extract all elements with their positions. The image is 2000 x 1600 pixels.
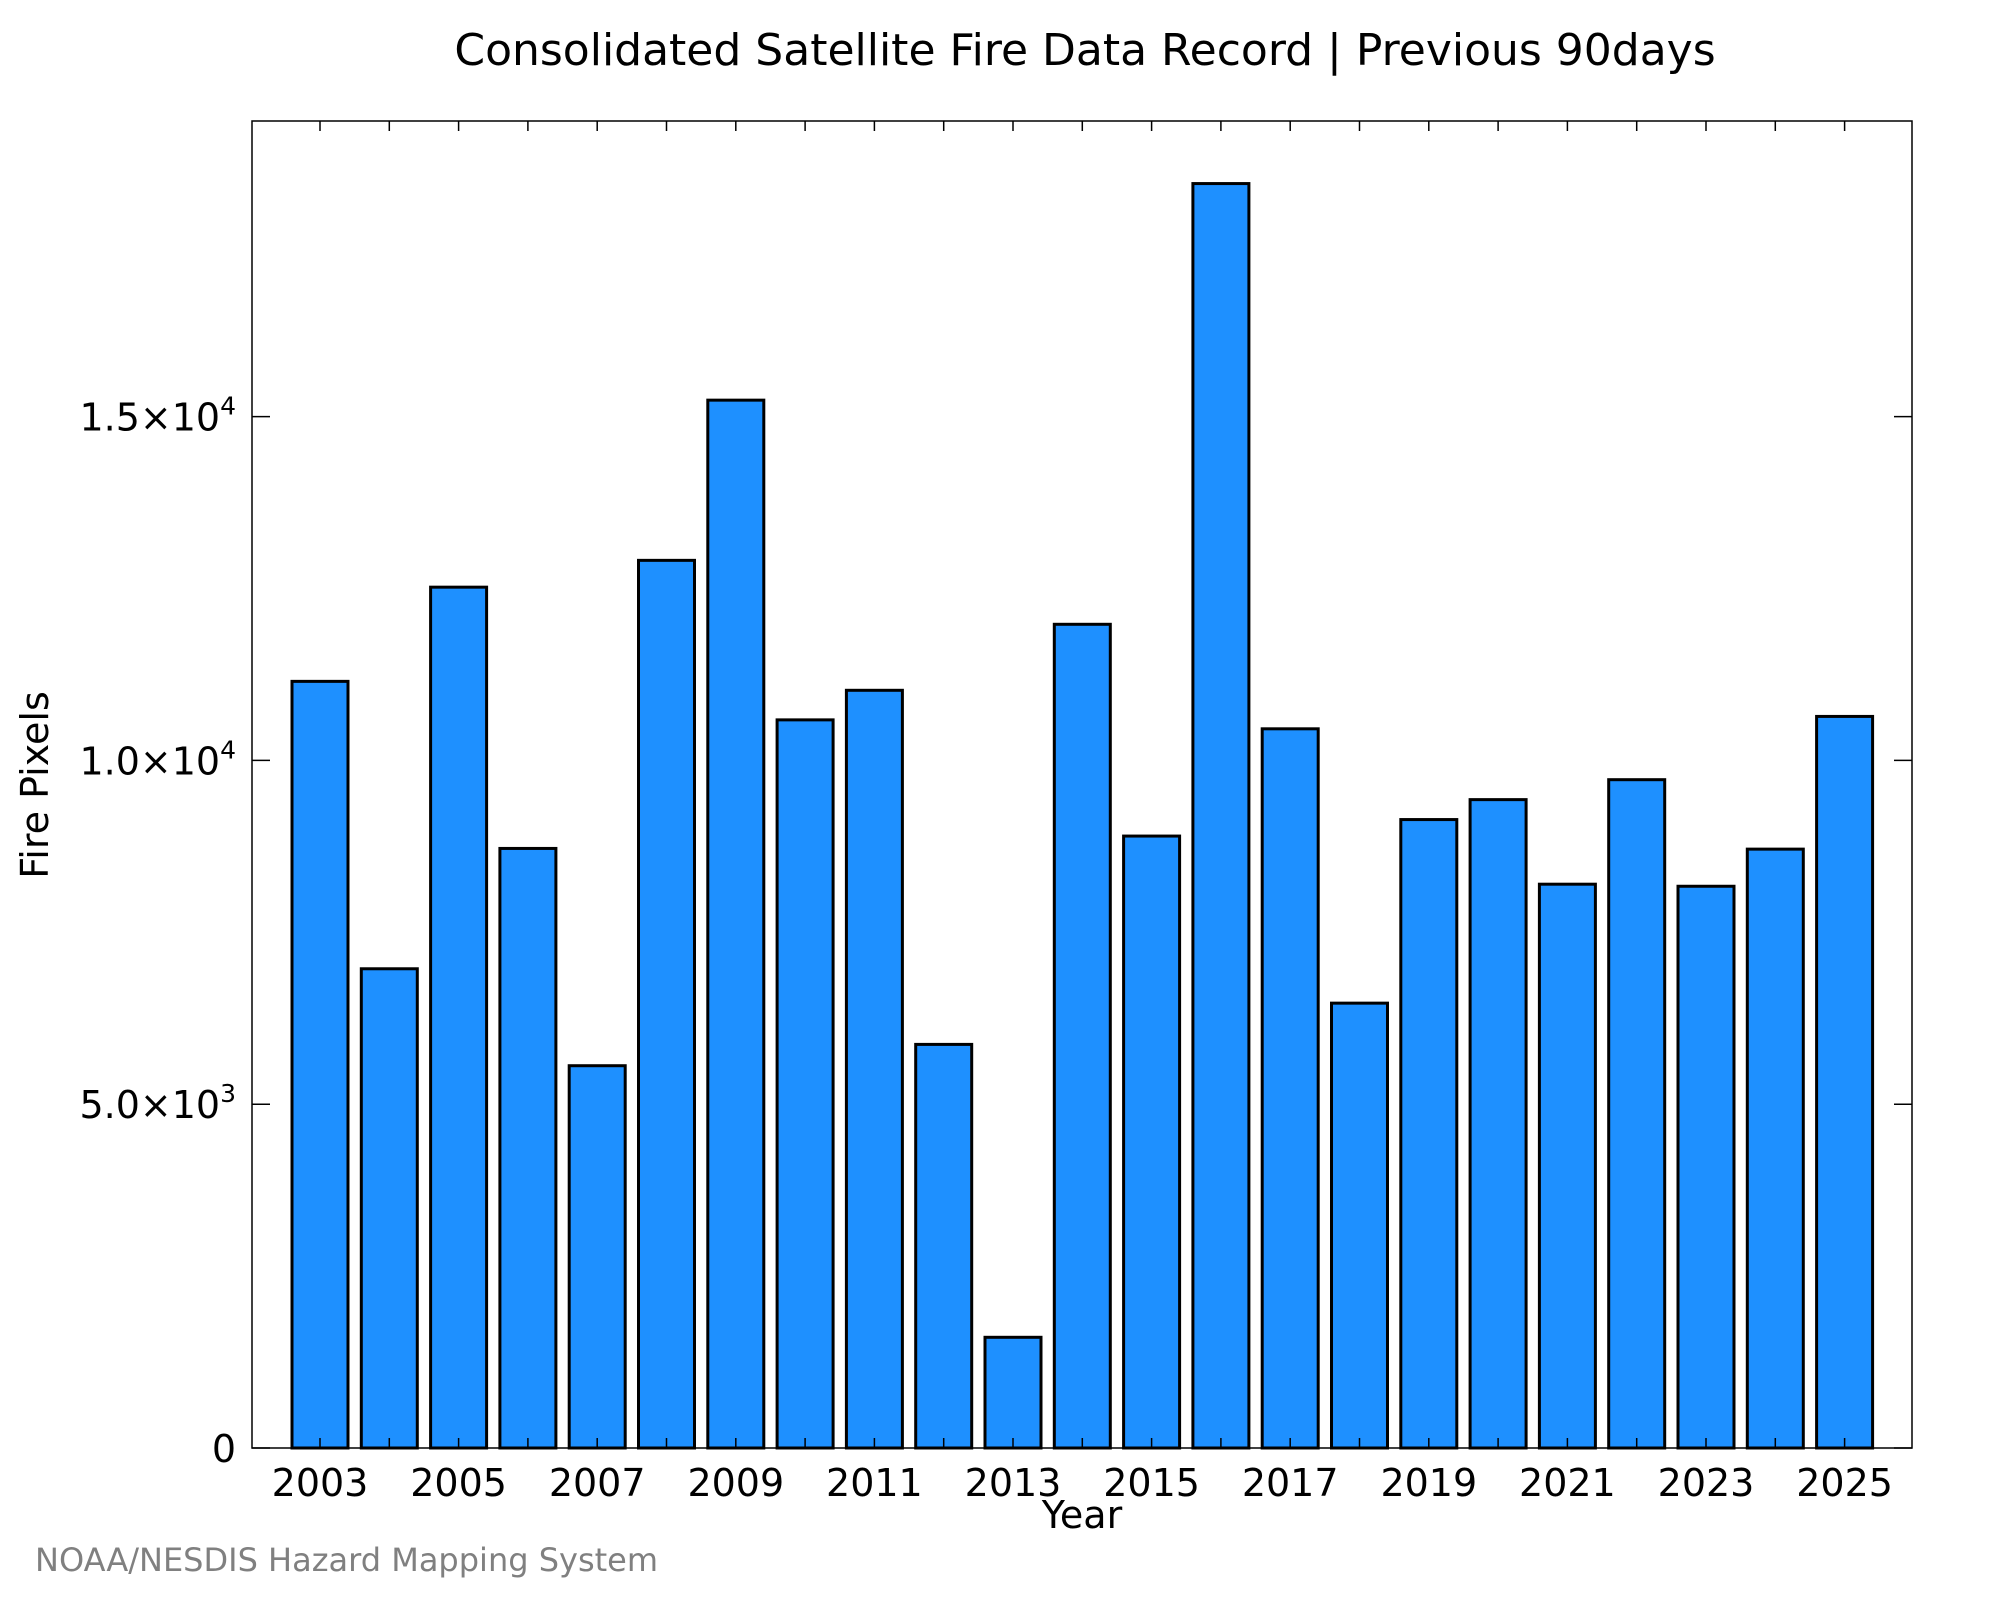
bar-2003 <box>290 679 350 1450</box>
bar-2007 <box>567 1064 627 1450</box>
x-tick-label: 2013 <box>965 1461 1062 1505</box>
y-tick-label: 5.0×103 <box>79 1079 236 1127</box>
x-tick-label: 2007 <box>549 1461 646 1505</box>
x-tick-label: 2025 <box>1796 1461 1893 1505</box>
credit-text: NOAA/NESDIS Hazard Mapping System <box>35 1541 658 1579</box>
bar-2017 <box>1260 727 1320 1450</box>
bar-2006 <box>498 846 558 1450</box>
y-axis-label: Fire Pixels <box>13 691 57 879</box>
y-tick-label: 0 <box>212 1427 236 1471</box>
bar-2005 <box>429 585 489 1450</box>
bar-2024 <box>1745 847 1805 1450</box>
bar-2020 <box>1468 798 1528 1450</box>
bars-group <box>290 182 1875 1450</box>
chart-title: Consolidated Satellite Fire Data Record … <box>454 25 1715 76</box>
bar-2012 <box>914 1042 974 1450</box>
y-tick-label: 1.5×104 <box>79 392 236 440</box>
x-tick-label: 2009 <box>687 1461 784 1505</box>
bar-2016 <box>1191 182 1251 1450</box>
bar-2025 <box>1815 714 1875 1450</box>
x-axis: 2003 2005 2007 2009 2011 2013 2015 2017 2019 2021… <box>272 121 1893 1505</box>
x-tick-label: 2003 <box>272 1461 369 1505</box>
bar-2015 <box>1122 834 1182 1450</box>
bar-2013 <box>983 1335 1043 1450</box>
x-tick-label: 2011 <box>826 1461 923 1505</box>
bar-2009 <box>706 398 766 1450</box>
x-tick-label: 2017 <box>1242 1461 1339 1505</box>
bar-2014 <box>1052 622 1112 1450</box>
x-tick-label: 2021 <box>1519 1461 1616 1505</box>
y-axis: 0 5.0×103 1.0×104 1.5×104 <box>79 392 1912 1471</box>
bar-2010 <box>775 718 835 1450</box>
bar-2008 <box>637 558 696 1450</box>
x-axis-label: Year <box>1041 1493 1123 1537</box>
x-tick-label: 2023 <box>1658 1461 1755 1505</box>
y-tick-label: 1.0×104 <box>79 735 236 783</box>
x-tick-label: 2019 <box>1380 1461 1477 1505</box>
bar-2004 <box>359 967 419 1450</box>
bar-2022 <box>1607 778 1667 1450</box>
bar-2023 <box>1676 884 1736 1450</box>
x-tick-label: 2005 <box>410 1461 507 1505</box>
bar-2011 <box>844 688 904 1450</box>
bar-2021 <box>1537 882 1597 1450</box>
bar-2018 <box>1330 1001 1389 1450</box>
bar-2019 <box>1399 818 1459 1450</box>
x-tick-label: 2015 <box>1103 1461 1200 1505</box>
